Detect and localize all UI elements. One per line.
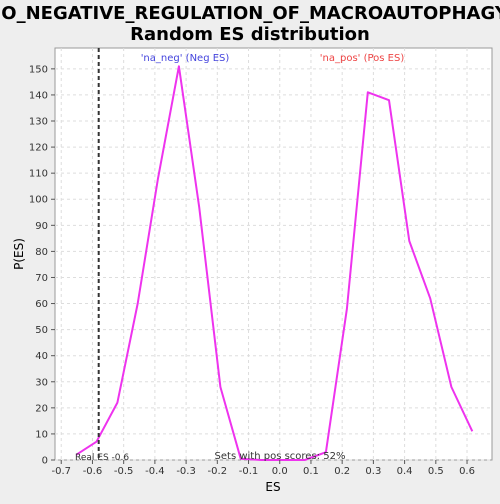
y-tick-label: 120 — [29, 143, 48, 154]
x-tick-label: 0.6 — [459, 466, 475, 477]
es-distribution-line — [75, 65, 474, 461]
x-tick-label: 0.1 — [303, 466, 319, 477]
neg-es-label: 'na_neg' (Neg ES) — [141, 53, 230, 64]
y-tick-label: 20 — [35, 403, 48, 414]
plot-area — [54, 47, 493, 461]
y-tick-label: 80 — [35, 247, 48, 258]
x-tick-label: -0.4 — [145, 466, 165, 477]
x-tick-label: -0.2 — [208, 466, 228, 477]
x-tick-label: 0.2 — [334, 466, 350, 477]
x-axis-label: ES — [265, 480, 280, 494]
grid-lines — [55, 48, 492, 461]
y-tick-label: 40 — [35, 351, 48, 362]
y-tick-label: 50 — [35, 325, 48, 336]
pos-es-label: 'na_pos' (Pos ES) — [320, 53, 405, 64]
y-tick-label: 100 — [29, 195, 48, 206]
x-tick-label: 0.4 — [397, 466, 413, 477]
y-tick-label: 0 — [42, 456, 48, 467]
x-tick-label: 0.0 — [272, 466, 288, 477]
y-tick-label: 130 — [29, 117, 48, 128]
y-tick-label: 140 — [29, 90, 48, 101]
real-es-label: Real ES -0.6 — [75, 453, 129, 463]
x-tick-label: -0.1 — [239, 466, 259, 477]
x-tick-label: -0.3 — [176, 466, 196, 477]
y-tick-label: 60 — [35, 299, 48, 310]
y-tick-label: 10 — [35, 429, 48, 440]
chart-title: GO_NEGATIVE_REGULATION_OF_MACROAUTOPHAGY… — [0, 3, 500, 24]
x-tick-label: -0.6 — [83, 466, 103, 477]
y-tick-label: 30 — [35, 377, 48, 388]
chart-subtitle: Random ES distribution — [130, 24, 370, 45]
x-tick-label: -0.5 — [114, 466, 134, 477]
axes: -0.7 -0.6 -0.5 -0.4 -0.3 -0.2 -0.1 0.0 0.1 0.2 0.3… — [29, 64, 475, 477]
x-tick-label: -0.7 — [51, 466, 71, 477]
y-tick-label: 150 — [29, 64, 48, 75]
y-axis-label: P(ES) — [12, 238, 26, 270]
y-tick-label: 90 — [35, 221, 48, 232]
pos-scores-label: Sets with pos scores: 52% — [215, 451, 346, 462]
x-tick-label: 0.5 — [428, 466, 444, 477]
x-tick-label: 0.3 — [365, 466, 381, 477]
y-tick-label: 110 — [29, 169, 48, 180]
y-tick-label: 70 — [35, 273, 48, 284]
series-layer — [75, 65, 474, 461]
